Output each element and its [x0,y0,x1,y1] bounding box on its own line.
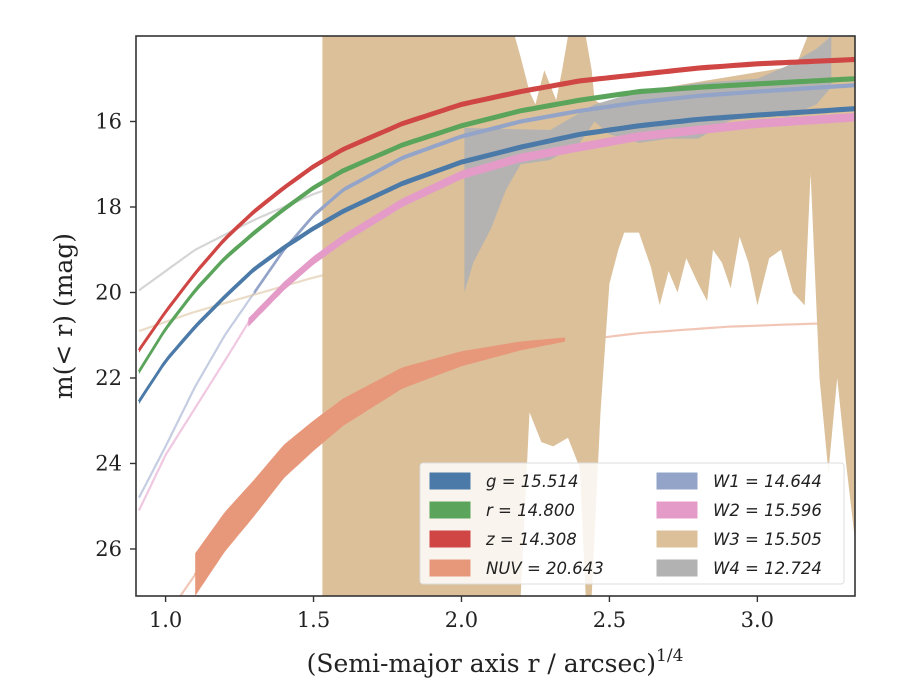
y-tick-label: 18 [95,195,122,219]
legend: g = 15.514 r = 14.800 z = 14.308 NUV = 20.6… [419,462,845,585]
legend-label-w2: W2 = 15.596 [713,501,822,520]
series-layer [137,36,855,596]
series-g-line [137,107,855,403]
x-axis-label: (Semi-major axis r / arcsec)1/4 [307,646,684,678]
ticks-layer: 1.0 1.5 2.0 2.5 3.0 16 18 20 22 24 26 [95,109,774,632]
y-axis-label: m(< r) (mag) [49,233,78,399]
series-w2-extension-curve [137,321,250,511]
y-tick-label: 22 [95,366,122,390]
legend-label-w3: W3 = 15.505 [713,530,822,549]
legend-swatch-w4 [656,559,698,577]
series-nuv-line [194,338,566,576]
y-tick-label: 20 [95,280,122,304]
series-w2-band [248,112,855,327]
x-axis-label-exponent: 1/4 [656,646,683,666]
y-tick-label: 24 [95,451,122,475]
x-tick-label: 2.0 [445,608,478,632]
y-tick-label: 26 [95,537,122,561]
x-tick-label: 1.5 [297,608,330,632]
legend-label-r: r = 14.800 [486,501,575,520]
legend-swatch-r [429,501,471,519]
series-w4-uncertainty-region [464,36,832,293]
series-w1-extension-curve [138,291,256,499]
x-tick-label: 1.0 [149,608,182,632]
series-w2-line [247,115,855,324]
series-w1-line [253,83,855,294]
legend-label-z: z = 14.308 [485,530,577,549]
series-nuv-band [195,337,565,596]
legend-swatch-z [429,530,471,548]
y-tick-label: 16 [95,109,122,133]
legend-swatch-w1 [656,472,698,490]
legend-label-nuv: NUV = 20.643 [486,559,604,578]
x-tick-label: 2.5 [593,608,626,632]
legend-box [419,462,845,585]
plot-frame [135,35,856,597]
legend-swatch-w2 [656,501,698,519]
series-r-line [137,77,855,373]
legend-swatch-g [429,472,471,490]
x-tick-label: 3.0 [741,608,774,632]
legend-swatch-nuv [429,559,471,577]
series-z-line [137,58,855,351]
legend-label-w4: W4 = 12.724 [713,559,822,578]
legend-swatch-w3 [656,530,698,548]
legend-label-w1: W1 = 14.644 [713,472,822,491]
legend-label-g: g = 15.514 [486,472,579,491]
